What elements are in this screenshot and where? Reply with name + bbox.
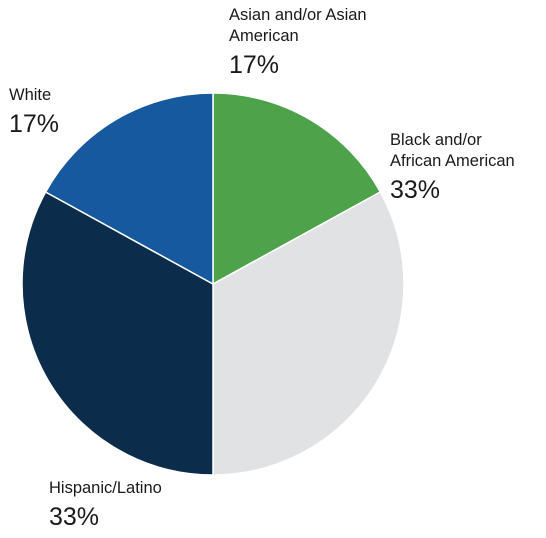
slice-value-asian: 17% <box>229 51 280 79</box>
slice-value-hispanic: 33% <box>49 503 100 531</box>
slice-label-white: White <box>9 86 52 104</box>
label-hispanic: Hispanic/Latino 33% <box>49 478 162 533</box>
slice-value-white: 17% <box>9 110 60 138</box>
slice-white <box>44 92 214 286</box>
label-black: Black and/or African American 33% <box>390 130 515 206</box>
slice-hispanic <box>21 190 214 476</box>
label-asian: Asian and/or Asian American 17% <box>229 5 367 81</box>
slice-label-asian: Asian and/or Asian American <box>229 6 367 45</box>
slice-value-black: 33% <box>390 176 441 204</box>
slice-label-black: Black and/or African American <box>390 131 515 170</box>
slice-asian <box>212 92 382 286</box>
label-white: White 17% <box>9 85 59 140</box>
slice-label-hispanic: Hispanic/Latino <box>49 479 162 497</box>
slice-black <box>212 190 405 476</box>
